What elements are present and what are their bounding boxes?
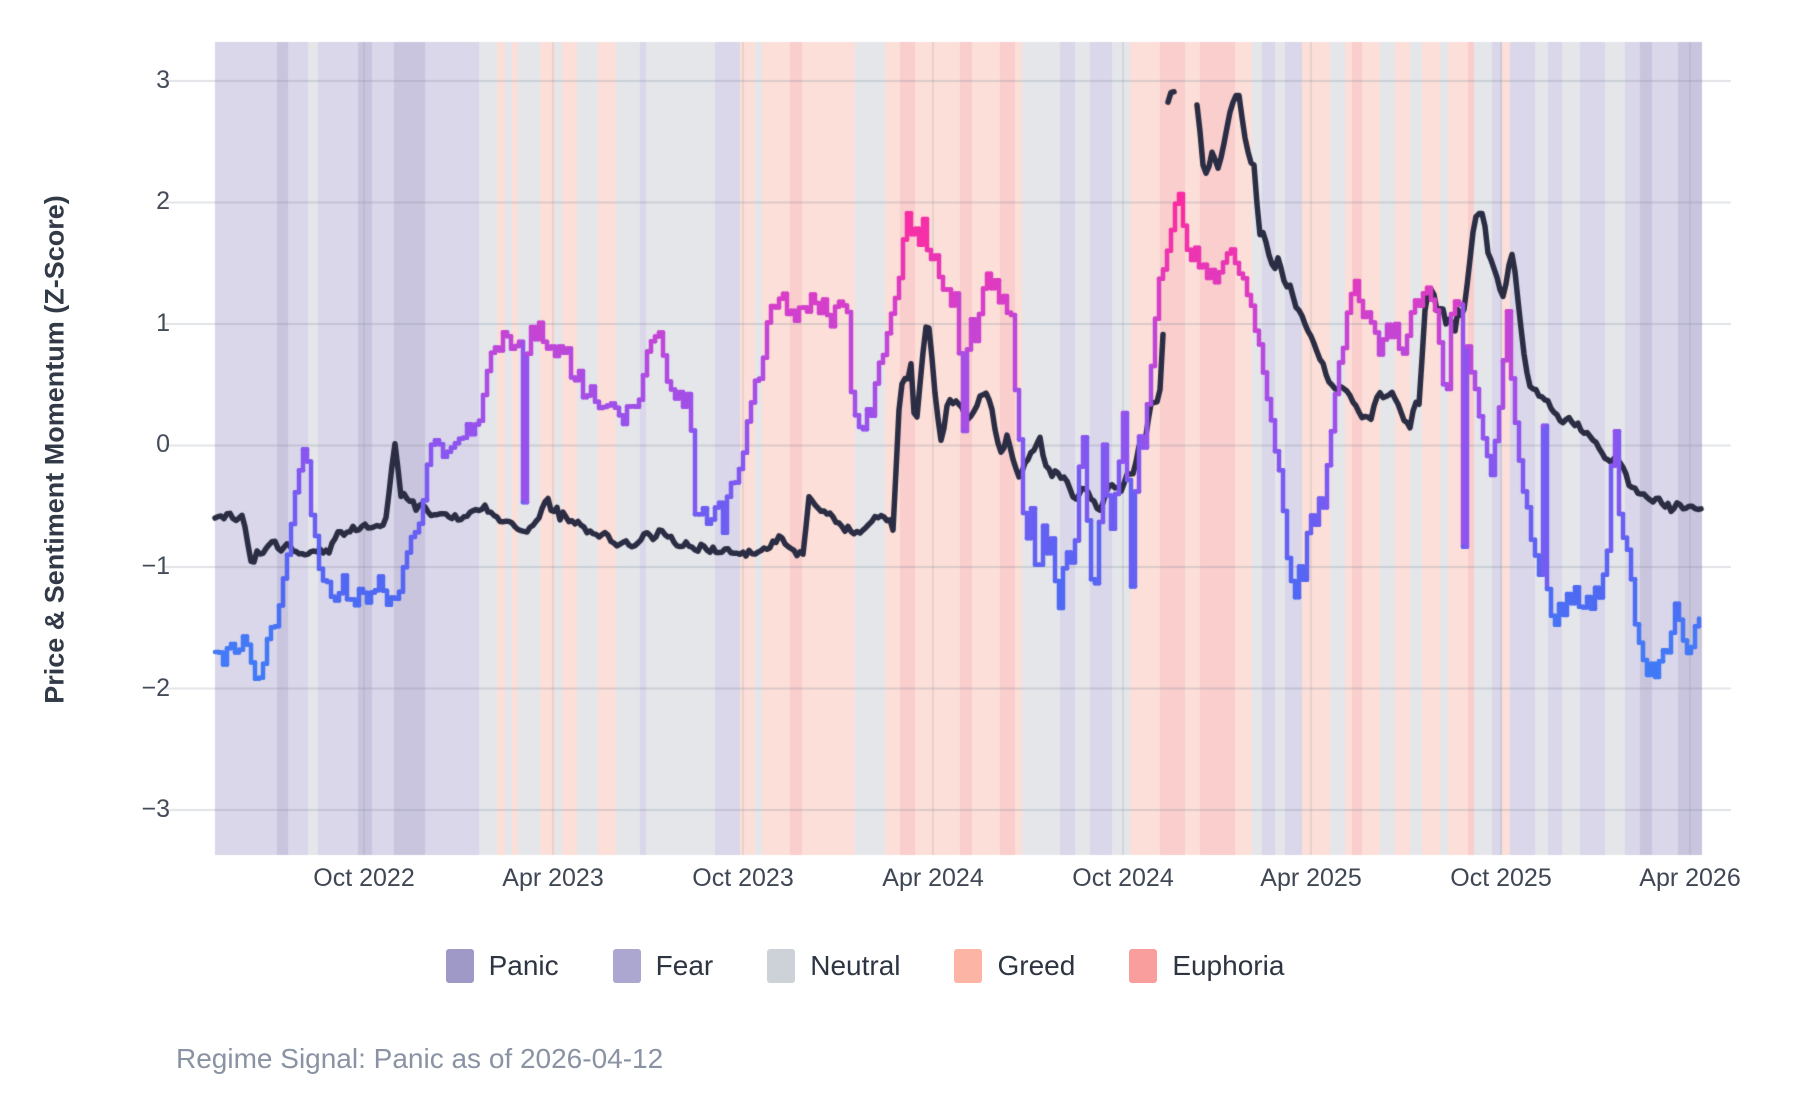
legend-label: Neutral: [810, 950, 901, 981]
legend-swatch-icon: [445, 949, 474, 983]
regime-signal-note: Regime Signal: Panic as of 2026-04-12: [176, 1043, 664, 1074]
legend-swatch-icon: [612, 949, 641, 983]
legend-label: Fear: [655, 950, 714, 981]
legend-label: Panic: [488, 950, 559, 981]
x-tick-label: Oct 2025: [1450, 864, 1552, 892]
legend-label: Euphoria: [1172, 950, 1285, 981]
x-tick-label: Apr 2026: [1639, 864, 1741, 892]
legend-item-euphoria: Euphoria: [1129, 949, 1284, 983]
x-tick-label: Oct 2023: [692, 864, 794, 892]
legend-item-neutral: Neutral: [767, 949, 900, 983]
y-tick-label: 3: [156, 65, 170, 94]
y-tick-label: 2: [156, 187, 170, 216]
legend: Panic Fear Neutral Greed Euphoria: [0, 949, 1730, 983]
y-axis-title: Price & Sentiment Momentum (Z-Score): [39, 195, 70, 704]
x-tick-label: Apr 2025: [1260, 864, 1362, 892]
legend-swatch-icon: [954, 949, 983, 983]
x-tick-label: Oct 2022: [313, 864, 415, 892]
y-tick-label: −3: [141, 795, 170, 824]
legend-swatch-icon: [767, 949, 796, 983]
x-tick-label: Apr 2023: [502, 864, 604, 892]
legend-item-fear: Fear: [612, 949, 714, 983]
legend-swatch-icon: [1129, 949, 1158, 983]
y-tick-label: −2: [141, 673, 170, 702]
x-tick-label: Oct 2024: [1072, 864, 1174, 892]
y-tick-label: −1: [141, 551, 170, 580]
x-tick-label: Apr 2024: [882, 864, 984, 892]
legend-item-greed: Greed: [954, 949, 1075, 983]
legend-label: Greed: [997, 950, 1076, 981]
legend-item-panic: Panic: [445, 949, 559, 983]
y-tick-label: 1: [156, 308, 170, 337]
y-tick-label: 0: [156, 430, 170, 459]
